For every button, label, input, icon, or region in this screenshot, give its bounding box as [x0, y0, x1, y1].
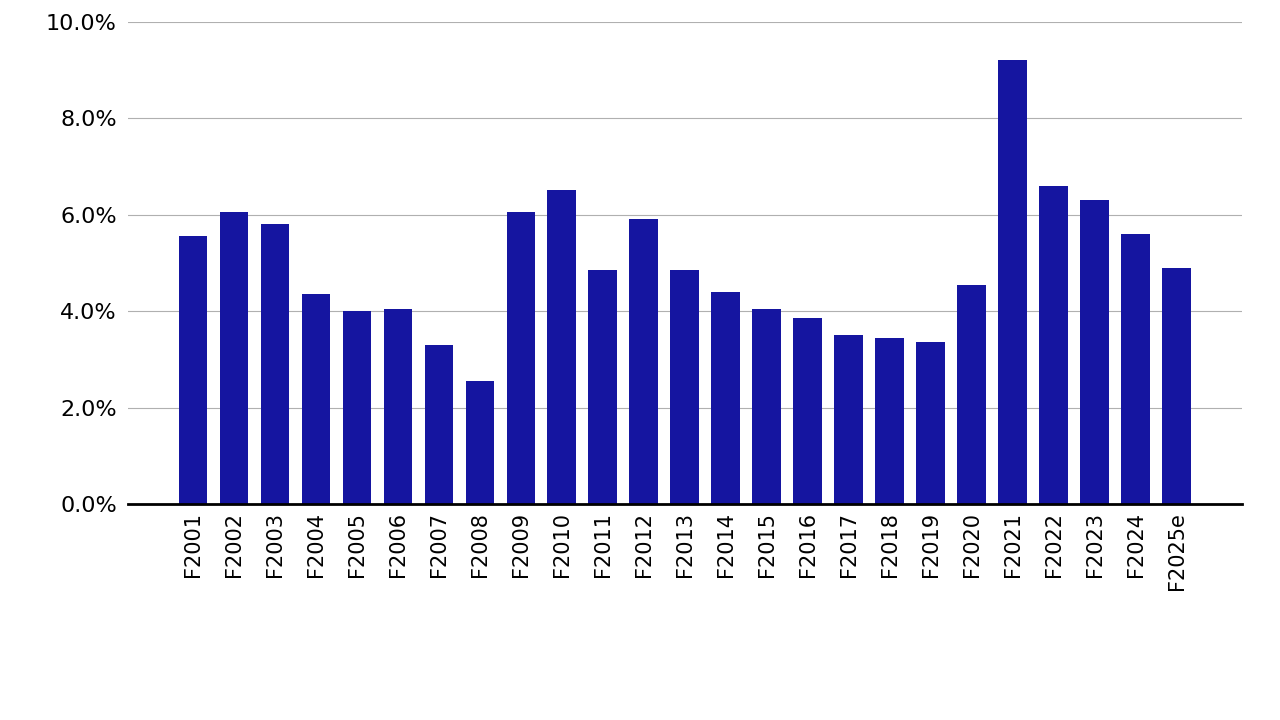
Bar: [794, 318, 822, 504]
Bar: [1039, 186, 1068, 504]
Bar: [466, 381, 494, 504]
Bar: [1121, 234, 1149, 504]
Bar: [179, 236, 207, 504]
Bar: [425, 345, 453, 504]
Bar: [1162, 268, 1190, 504]
Bar: [220, 212, 248, 504]
Bar: [916, 343, 945, 504]
Bar: [1080, 200, 1108, 504]
Bar: [753, 309, 781, 504]
Bar: [671, 270, 699, 504]
Bar: [302, 294, 330, 504]
Bar: [261, 224, 289, 504]
Bar: [343, 311, 371, 504]
Bar: [630, 220, 658, 504]
Bar: [712, 292, 740, 504]
Bar: [548, 190, 576, 504]
Bar: [876, 338, 904, 504]
Bar: [835, 335, 863, 504]
Bar: [384, 309, 412, 504]
Bar: [957, 284, 986, 504]
Bar: [507, 212, 535, 504]
Bar: [589, 270, 617, 504]
Bar: [998, 60, 1027, 504]
